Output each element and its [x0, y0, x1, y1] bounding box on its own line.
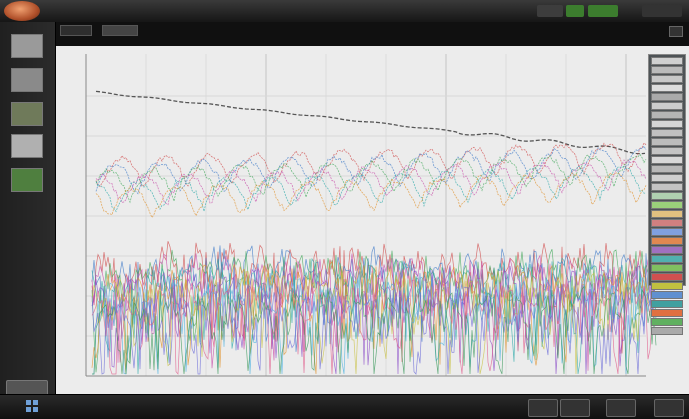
chart-series	[95, 165, 647, 213]
sidebar-thumbnail	[11, 68, 43, 92]
panel-menu-button[interactable]	[669, 26, 683, 37]
legend-entry[interactable]	[651, 327, 683, 335]
legend-entry[interactable]	[651, 174, 683, 182]
legend-entry[interactable]	[651, 309, 683, 317]
legend-entry[interactable]	[651, 75, 683, 83]
bottom-button-1[interactable]	[528, 399, 558, 417]
bottom-button-2[interactable]	[560, 399, 590, 417]
legend-entry[interactable]	[651, 156, 683, 164]
legend-entry[interactable]	[651, 210, 683, 218]
top-button-3[interactable]	[588, 5, 618, 17]
legend-entry[interactable]	[651, 273, 683, 281]
legend-entry[interactable]	[651, 318, 683, 326]
legend-entry[interactable]	[651, 201, 683, 209]
legend-entry[interactable]	[651, 84, 683, 92]
legend-entry[interactable]	[651, 228, 683, 236]
legend-entry[interactable]	[651, 246, 683, 254]
top-button-2[interactable]	[566, 5, 584, 17]
legend-entry[interactable]	[651, 255, 683, 263]
sidebar-item-2[interactable]	[7, 68, 47, 94]
chart-series	[95, 159, 647, 206]
legend-entry[interactable]	[651, 147, 683, 155]
legend-entry[interactable]	[651, 183, 683, 191]
legend-entry[interactable]	[651, 237, 683, 245]
chart-legend	[648, 54, 686, 335]
legend-entry[interactable]	[651, 219, 683, 227]
legend-entry[interactable]	[651, 192, 683, 200]
chart-series	[95, 142, 647, 188]
tab-bar	[56, 22, 689, 47]
sidebar	[0, 22, 56, 396]
sidebar-item-5[interactable]	[7, 168, 47, 194]
legend-entry[interactable]	[651, 111, 683, 119]
sidebar-thumbnail	[11, 102, 43, 126]
legend-entry[interactable]	[651, 282, 683, 290]
app-logo[interactable]	[4, 1, 40, 21]
legend-entry[interactable]	[651, 165, 683, 173]
legend-entry[interactable]	[651, 138, 683, 146]
title-bar	[0, 0, 689, 23]
legend-entry[interactable]	[651, 120, 683, 128]
legend-entry[interactable]	[651, 264, 683, 272]
legend-entry[interactable]	[651, 93, 683, 101]
bottom-button-4[interactable]	[654, 399, 684, 417]
sidebar-thumbnail	[11, 168, 43, 192]
sidebar-thumbnail	[11, 34, 43, 58]
top-button-1[interactable]	[537, 5, 563, 17]
tab-2[interactable]	[102, 25, 138, 36]
sidebar-thumbnail	[11, 134, 43, 158]
legend-entry[interactable]	[651, 300, 683, 308]
chart-series	[91, 281, 657, 375]
bottom-bar	[0, 394, 689, 419]
chart-series	[91, 257, 657, 375]
legend-entry[interactable]	[651, 57, 683, 65]
chart-series	[95, 153, 647, 204]
chart-series	[95, 172, 647, 219]
tab-1[interactable]	[60, 25, 92, 36]
legend-entry[interactable]	[651, 291, 683, 299]
legend-entry[interactable]	[651, 129, 683, 137]
chart-series	[91, 245, 657, 358]
chart-svg	[85, 54, 657, 377]
chart-series-reference	[95, 90, 646, 155]
sidebar-item-1[interactable]	[7, 34, 47, 60]
top-button-4[interactable]	[642, 5, 682, 17]
chart-series	[95, 145, 647, 195]
chart-series	[92, 285, 657, 375]
chart-area[interactable]	[56, 46, 689, 394]
legend-entry[interactable]	[651, 66, 683, 74]
chart-series	[92, 274, 657, 375]
grid-view-icon[interactable]	[26, 400, 38, 412]
bottom-button-3[interactable]	[606, 399, 636, 417]
legend-entry[interactable]	[651, 102, 683, 110]
sidebar-item-4[interactable]	[7, 134, 47, 160]
sidebar-item-3[interactable]	[7, 102, 47, 128]
chart-series	[91, 264, 657, 375]
chart-series	[91, 270, 657, 375]
